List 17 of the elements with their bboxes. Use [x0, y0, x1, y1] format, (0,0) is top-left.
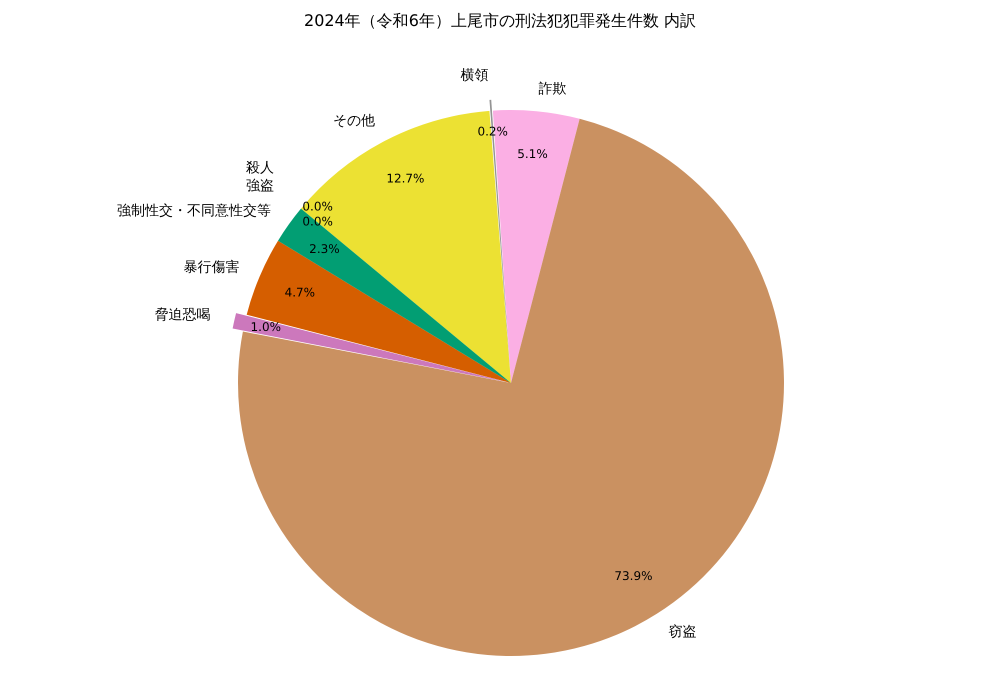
slice-label: 暴行傷害	[183, 260, 240, 276]
data-label: 2.3%	[309, 242, 340, 256]
slice-label: 横領	[460, 67, 489, 84]
slice-label: その他	[333, 112, 376, 129]
data-label: 1.0%	[250, 320, 282, 334]
category-label: 強盗	[246, 178, 274, 194]
text: 0.0%	[302, 200, 333, 214]
data-label: 4.7%	[284, 286, 316, 300]
data-label: 12.7%	[386, 172, 424, 186]
slice-label: 強制性交・不同意性交等	[117, 203, 272, 220]
data-label: 73.9%	[614, 569, 653, 583]
slice-label: 窃盗	[668, 624, 696, 640]
category-label: 殺人	[246, 160, 274, 176]
slice-label: 詐欺	[538, 81, 567, 98]
chart-title: 2024年（令和6年）上尾市の刑法犯犯罪発生件数 内訳	[304, 11, 696, 30]
data-label: 5.1%	[517, 146, 548, 161]
slice-label: 脅迫恐喝	[154, 307, 210, 324]
